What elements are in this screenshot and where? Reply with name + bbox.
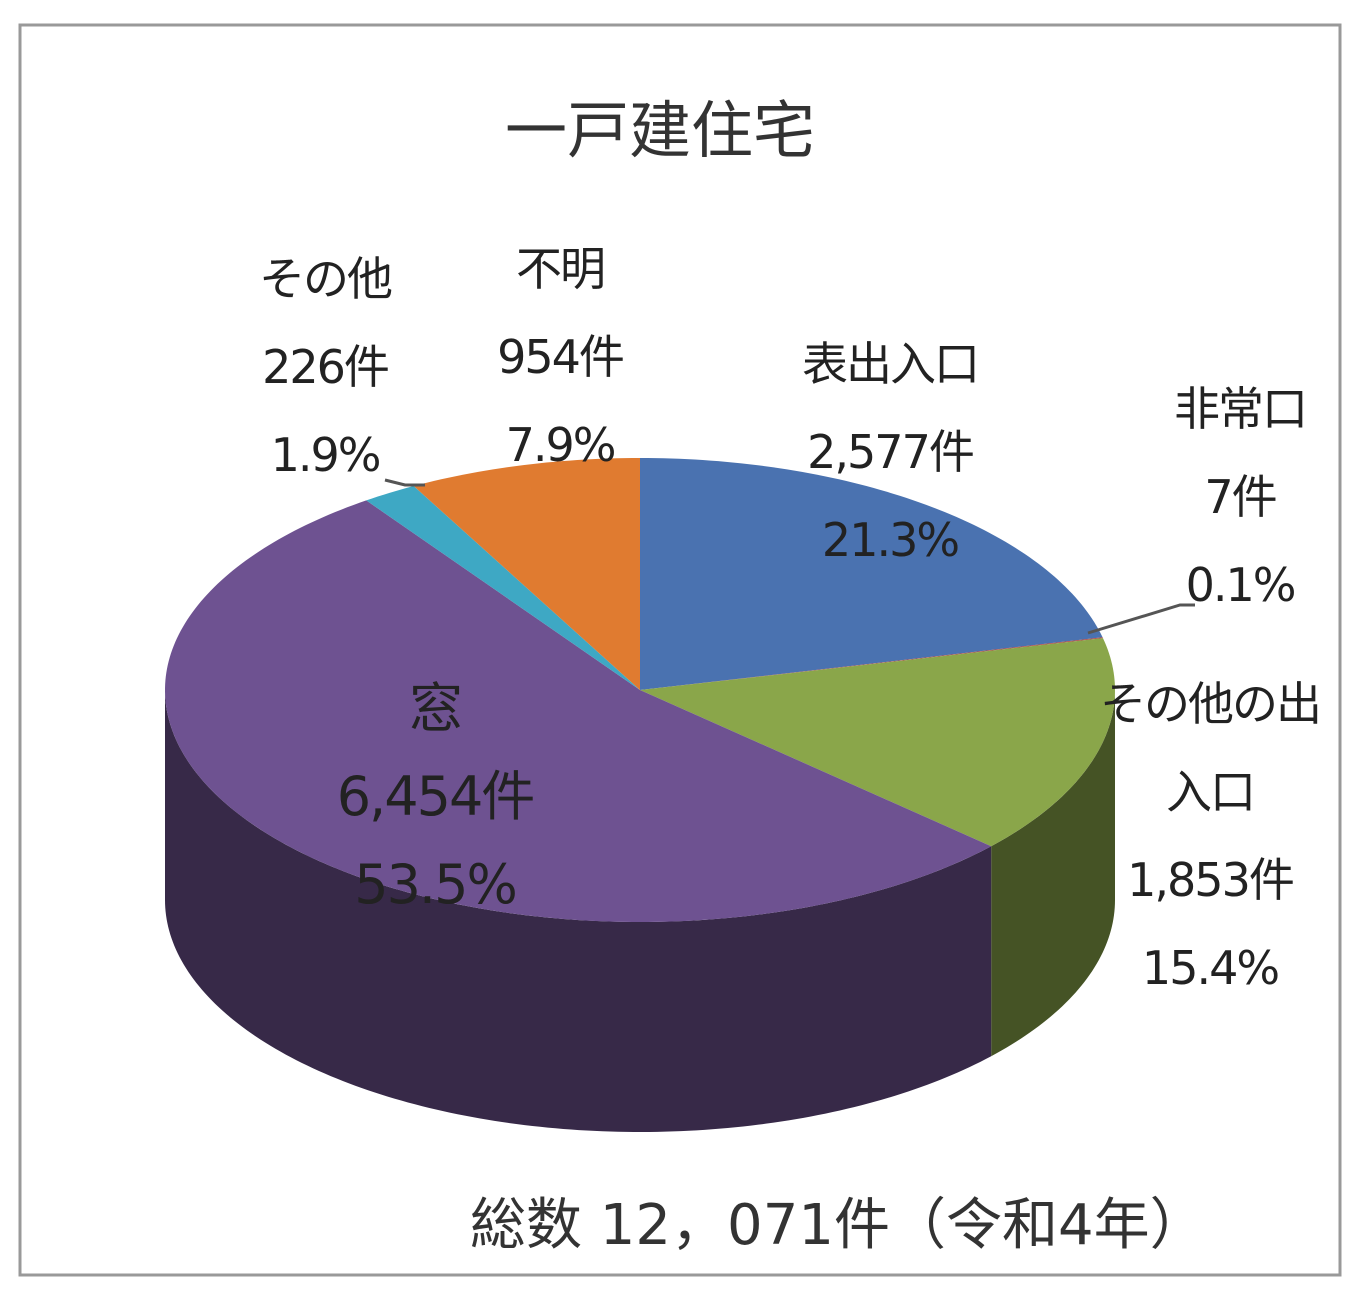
label-percent: 15.4% — [1141, 941, 1280, 995]
label-name: 窓 — [409, 677, 463, 740]
chart-title: 一戸建住宅 — [504, 94, 815, 167]
frame — [18, 23, 1342, 1277]
label-percent: 0.1% — [1185, 558, 1297, 612]
slice — [640, 637, 1103, 690]
label-percent: 1.9% — [270, 428, 382, 482]
data-label: 窓 6,454件 53.5% — [285, 665, 585, 929]
label-count: 7件 — [1204, 470, 1277, 524]
slice — [640, 638, 1115, 847]
label-percent: 21.3% — [821, 513, 960, 567]
label-count: 954件 — [497, 330, 625, 384]
slice — [165, 500, 992, 922]
slice — [366, 486, 640, 690]
data-label: その他 226件 1.9% — [200, 235, 450, 499]
label-name: その他の出入口 — [1100, 677, 1322, 819]
label-name: 不明 — [516, 242, 606, 296]
label-name: 非常口 — [1174, 382, 1308, 436]
data-label: 不明 954件 7.9% — [460, 225, 660, 489]
label-count: 226件 — [262, 340, 390, 394]
leader-line — [384, 478, 425, 487]
label-percent: 7.9% — [505, 418, 617, 472]
slice — [640, 458, 1103, 690]
slice-side — [165, 690, 992, 1132]
slice — [413, 458, 640, 690]
leader-line — [1087, 603, 1195, 635]
label-name: 表出入口 — [802, 337, 980, 391]
label-name: その他 — [259, 252, 393, 306]
data-label: 非常口 7件 0.1% — [1140, 365, 1340, 629]
slice-side — [991, 690, 1115, 1057]
data-label: 表出入口 2,577件 21.3% — [750, 320, 1030, 584]
label-count: 1,853件 — [1127, 853, 1295, 907]
pie — [165, 458, 1115, 1132]
footnote: 総数 12，071件（令和4年） — [470, 1193, 1206, 1258]
data-label: その他の出入口 1,853件 15.4% — [1100, 660, 1322, 1012]
label-count: 6,454件 — [336, 765, 536, 828]
label-percent: 53.5% — [354, 853, 518, 916]
label-count: 2,577件 — [807, 425, 975, 479]
